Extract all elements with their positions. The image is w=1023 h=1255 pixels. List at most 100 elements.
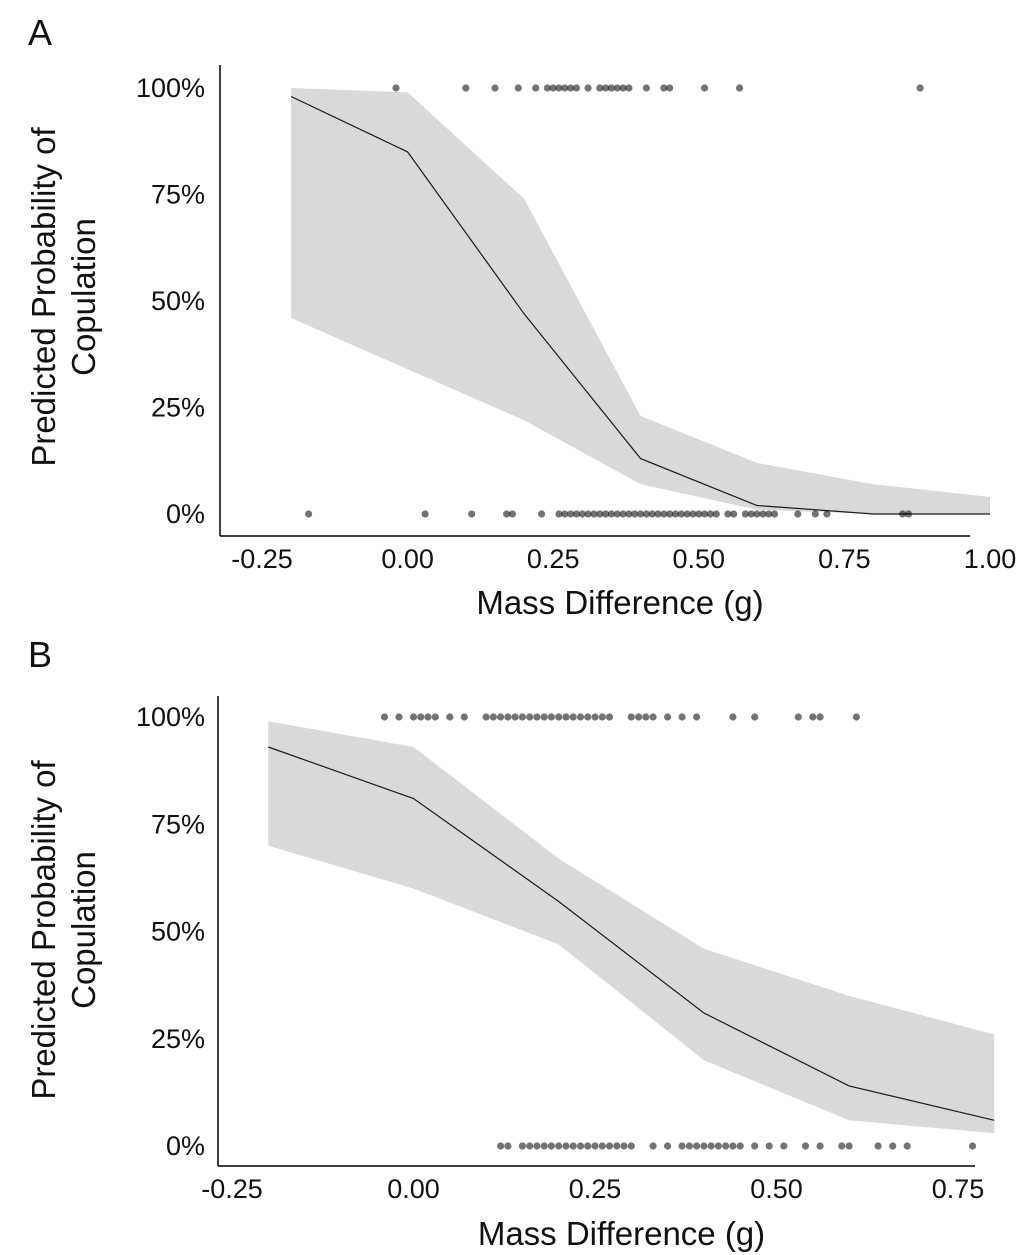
data-point-bottom-a <box>712 510 720 518</box>
data-point-top-a <box>555 84 563 92</box>
data-point-bottom-a <box>660 510 668 518</box>
x-tick-label-a: 0.75 <box>818 544 871 574</box>
data-point-top-a <box>642 84 651 92</box>
x-tick-label-a: 1.00 <box>964 544 1017 574</box>
y-tick-label-a: 25% <box>151 393 205 423</box>
data-point-bottom-b <box>714 1142 723 1150</box>
data-point-bottom-b <box>649 1142 657 1150</box>
data-point-bottom-b <box>707 1142 715 1150</box>
data-point-bottom-a <box>724 510 732 518</box>
data-point-top-a <box>462 84 470 92</box>
data-point-top-b <box>380 713 389 721</box>
data-point-top-b <box>627 713 635 721</box>
chart-panel-b: B -0.25 0.00 0.25 0.50 0.75 0% 25% 50% 75% 100% Ma… <box>0 630 1023 1255</box>
data-point-bottom-b <box>874 1142 882 1150</box>
fitted-line-b <box>268 746 995 1121</box>
data-point-top-b <box>446 713 454 721</box>
y-tick-label-b: 50% <box>151 917 205 947</box>
data-point-bottom-a <box>578 510 586 518</box>
data-point-top-a <box>660 84 668 92</box>
data-point-top-b <box>751 713 759 721</box>
data-point-top-a <box>567 84 575 92</box>
data-point-top-b <box>729 713 737 721</box>
data-point-top-b <box>576 713 585 721</box>
data-point-bottom-b <box>903 1142 911 1150</box>
data-point-bottom-a <box>602 510 610 518</box>
data-point-bottom-a <box>561 510 569 518</box>
data-point-bottom-a <box>765 510 773 518</box>
panel-letter-b: B <box>28 634 53 675</box>
data-point-bottom-a <box>770 510 779 518</box>
y-axis-title-line1-a: Predicted Probability of <box>25 127 62 467</box>
data-point-bottom-a <box>613 510 621 518</box>
panel-letter-a: A <box>28 12 53 53</box>
data-point-bottom-a <box>747 510 755 518</box>
y-tick-label-a: 100% <box>136 73 205 103</box>
data-point-top-b <box>526 713 534 721</box>
data-point-top-b <box>533 713 541 721</box>
data-point-bottom-a <box>671 510 680 518</box>
data-point-top-a <box>549 84 557 92</box>
data-point-top-a <box>561 84 569 92</box>
data-point-bottom-b <box>780 1142 788 1150</box>
x-tick-label-b: 0.75 <box>932 1174 985 1204</box>
data-point-top-b <box>649 713 657 721</box>
data-point-bottom-b <box>816 1142 824 1150</box>
data-point-bottom-a <box>590 510 598 518</box>
data-point-bottom-b <box>838 1142 846 1150</box>
data-point-bottom-b <box>555 1142 563 1150</box>
x-tick-label-b: 0.50 <box>750 1174 803 1204</box>
data-point-bottom-a <box>695 510 703 518</box>
data-point-bottom-b <box>569 1142 577 1150</box>
data-point-top-b <box>511 713 519 721</box>
data-point-top-b <box>809 713 817 721</box>
data-point-top-b <box>569 713 577 721</box>
chart-panel-a: A -0.25 0.00 0.25 0.50 0.75 1.00 0% 25% 50% 75% 10… <box>25 12 1017 621</box>
x-tick-label-a: 0.50 <box>673 544 726 574</box>
data-point-top-a <box>491 84 499 92</box>
data-point-bottom-b <box>504 1142 512 1150</box>
y-tick-label-b: 100% <box>136 702 205 732</box>
y-tick-label-b: 0% <box>166 1131 205 1161</box>
data-point-bottom-b <box>751 1142 759 1150</box>
data-point-bottom-b <box>801 1142 810 1150</box>
data-point-bottom-a <box>759 510 767 518</box>
data-point-top-b <box>816 713 824 721</box>
data-point-top-b <box>591 713 599 721</box>
data-point-top-b <box>598 713 606 721</box>
data-point-bottom-a <box>625 510 633 518</box>
data-point-top-a <box>596 84 604 92</box>
data-point-bottom-a <box>904 510 913 518</box>
x-tick-label-b: 0.00 <box>387 1174 440 1204</box>
data-point-top-b <box>460 713 468 721</box>
data-point-bottom-a <box>677 510 685 518</box>
data-point-bottom-a <box>666 510 674 518</box>
data-point-bottom-b <box>497 1142 505 1150</box>
data-point-top-b <box>794 713 802 721</box>
data-point-bottom-a <box>753 510 761 518</box>
data-point-bottom-a <box>701 510 709 518</box>
data-point-bottom-a <box>567 510 575 518</box>
x-tick-label-a: 0.25 <box>527 544 580 574</box>
data-point-bottom-a <box>689 510 697 518</box>
confidence-band-b <box>268 721 995 1134</box>
data-point-bottom-b <box>700 1142 708 1150</box>
data-point-top-a <box>532 84 540 92</box>
data-point-bottom-a <box>823 510 831 518</box>
data-point-bottom-a <box>642 510 651 518</box>
x-tick-label-b: -0.25 <box>201 1174 263 1204</box>
data-point-bottom-b <box>845 1142 853 1150</box>
data-point-top-b <box>584 713 592 721</box>
data-point-top-b <box>635 713 643 721</box>
x-tick-label-a: -0.25 <box>231 544 293 574</box>
data-point-top-b <box>540 713 548 721</box>
data-point-top-b <box>555 713 563 721</box>
x-tick-label-b: 0.25 <box>569 1174 622 1204</box>
x-tick-label-a: 0.00 <box>381 544 434 574</box>
data-point-bottom-b <box>678 1142 686 1150</box>
data-point-top-a <box>584 84 592 92</box>
data-point-bottom-b <box>685 1142 694 1150</box>
data-point-bottom-b <box>533 1142 541 1150</box>
data-point-top-b <box>417 713 425 721</box>
data-point-bottom-b <box>722 1142 730 1150</box>
